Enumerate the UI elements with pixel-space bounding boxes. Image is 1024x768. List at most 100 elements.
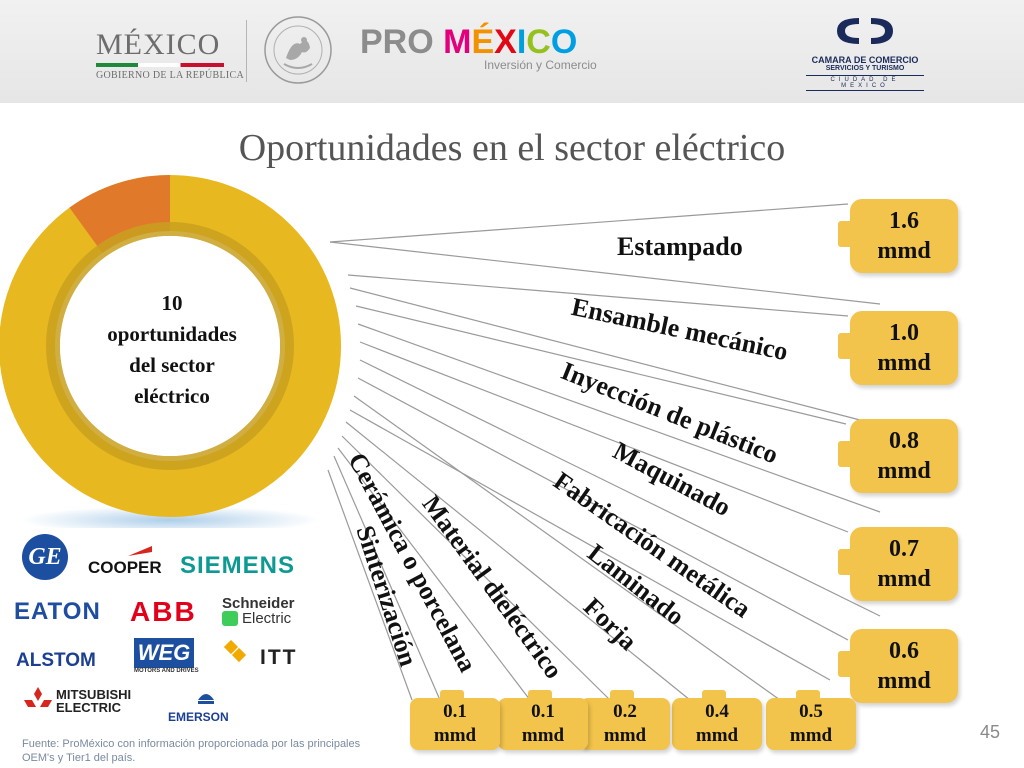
promexico-subtitle: Inversión y Comercio	[484, 58, 597, 72]
alstom-logo: ALSTOM	[16, 650, 96, 671]
connector-line	[359, 359, 881, 617]
value-unit: mmd	[695, 725, 739, 746]
value-box: 1.0 mmd	[838, 311, 958, 385]
value-box: 0.8 mmd	[838, 419, 958, 493]
schneider-text: Schneider	[222, 595, 295, 612]
value-box: 1.6 mmd	[838, 199, 958, 273]
siemens-logo: SIEMENS	[180, 552, 296, 579]
connector-line	[329, 241, 881, 305]
connector-line	[349, 287, 861, 421]
itt-logo: ITT	[223, 639, 296, 671]
promexico-logo: PRO MÉXICO Inversión y Comercio	[360, 22, 620, 72]
schneider-logo: Schneider Electric	[222, 596, 295, 626]
value-amount: 1.0	[889, 320, 919, 346]
value-unit: mmd	[521, 725, 565, 746]
flag-rule	[96, 63, 224, 67]
camara-emblem-icon	[837, 18, 893, 44]
gobierno-mexico-logo: MÉXICO GOBIERNO DE LA REPÚBLICA	[96, 30, 246, 81]
value-unit: mmd	[603, 725, 647, 746]
connector-line	[329, 203, 849, 243]
company-logos: GE COOPER SIEMENS EATON ABB Schneider El…	[0, 528, 340, 728]
connector-line	[337, 447, 531, 701]
value-amount: 0.7	[889, 536, 919, 562]
value-amount: 1.6	[889, 208, 919, 234]
ring-label: 10 oportunidades del sector eléctrico	[82, 288, 262, 412]
connector-line	[349, 409, 831, 681]
schneider-electric-text: Electric	[222, 611, 295, 626]
ring-label-line: del sector	[129, 353, 215, 377]
connector-line	[341, 435, 611, 701]
camara-name: CAMARA DE COMERCIO	[811, 55, 919, 65]
header-divider	[246, 20, 247, 82]
value-box-small: 0.5 mmd	[766, 690, 856, 750]
cooper-logo: COOPER	[88, 546, 162, 578]
value-amount: 0.8	[889, 428, 919, 454]
eaton-logo: EATON	[14, 598, 101, 625]
schneider-mark-icon	[222, 611, 238, 626]
itt-mark-icon	[223, 639, 247, 663]
value-unit: mmd	[877, 458, 931, 484]
abb-logo: ABB	[130, 596, 197, 627]
mexico-wordmark: MÉXICO	[96, 28, 221, 61]
page-number: 45	[980, 722, 1001, 742]
value-unit: mmd	[433, 725, 477, 746]
cooper-text: COOPER	[88, 558, 162, 577]
promexico-letter: M	[443, 23, 472, 61]
mitsubishi-text: MITSUBISHI	[56, 687, 132, 702]
opportunity-label: Estampado	[617, 232, 743, 261]
promexico-letter: X	[494, 23, 517, 61]
promexico-pro: PRO	[360, 23, 434, 61]
value-amount: 0.4	[705, 701, 729, 722]
camara-city: CIUDAD DE MEXICO	[806, 75, 924, 91]
cooper-mark-icon	[128, 546, 152, 556]
promexico-letter: O	[550, 23, 578, 61]
promexico-letter: I	[516, 23, 527, 61]
value-box: 0.6 mmd	[838, 629, 958, 703]
header-band: MÉXICO GOBIERNO DE LA REPÚBLICA PRO MÉXI…	[0, 0, 1024, 103]
emerson-text: EMERSON	[168, 710, 229, 724]
promexico-letter: É	[471, 23, 495, 61]
value-amount: 0.1	[531, 701, 555, 722]
ring-label-line: eléctrico	[134, 384, 210, 408]
source-note: Fuente: ProMéxico con información propor…	[22, 738, 361, 764]
slide-title: Oportunidades en el sector eléctrico	[238, 127, 786, 169]
value-box-small: 0.1 mmd	[410, 690, 500, 750]
ring-label-line: oportunidades	[107, 322, 237, 346]
value-unit: mmd	[877, 668, 931, 694]
promexico-letter: C	[526, 23, 551, 61]
value-amount: 0.5	[799, 701, 823, 722]
value-unit: mmd	[877, 350, 931, 376]
camara-comercio-logo: CAMARA DE COMERCIO SERVICIOS Y TURISMO C…	[800, 14, 930, 91]
value-unit: mmd	[877, 566, 931, 592]
value-amount: 0.6	[889, 638, 919, 664]
connector-line	[327, 469, 413, 701]
camara-subtitle: SERVICIOS Y TURISMO	[825, 65, 905, 72]
emerson-mark-icon	[198, 694, 214, 704]
ring-center	[60, 236, 280, 456]
connector-line	[357, 323, 881, 513]
connector-line	[347, 274, 849, 317]
weg-logo: WEG MOTORS AND DRIVES	[134, 638, 199, 674]
connector-line	[355, 305, 847, 425]
ring-shadow	[20, 506, 320, 528]
value-box-small: 0.4 mmd	[672, 690, 762, 750]
value-box-small: 0.1 mmd	[498, 690, 588, 750]
weg-subtitle: MOTORS AND DRIVES	[134, 668, 199, 674]
value-unit: mmd	[877, 238, 931, 264]
connector-line	[333, 455, 441, 701]
connector-line	[359, 341, 849, 533]
value-amount: 0.2	[613, 701, 637, 722]
opportunities-ring	[0, 175, 341, 528]
itt-text: ITT	[260, 646, 298, 669]
value-amount: 0.1	[443, 701, 467, 722]
mitsubishi-electric-text: ELECTRIC	[56, 700, 121, 715]
value-box-small: 0.2 mmd	[580, 690, 670, 750]
connector-line	[345, 421, 691, 701]
ring-label-line: 10	[161, 291, 183, 315]
value-unit: mmd	[789, 725, 833, 746]
promexico-mexico: MÉXICO	[443, 23, 577, 61]
gobierno-subtitle: GOBIERNO DE LA REPÚBLICA	[96, 70, 245, 81]
mitsubishi-diamonds-icon	[24, 687, 52, 707]
national-seal-icon	[264, 16, 332, 84]
